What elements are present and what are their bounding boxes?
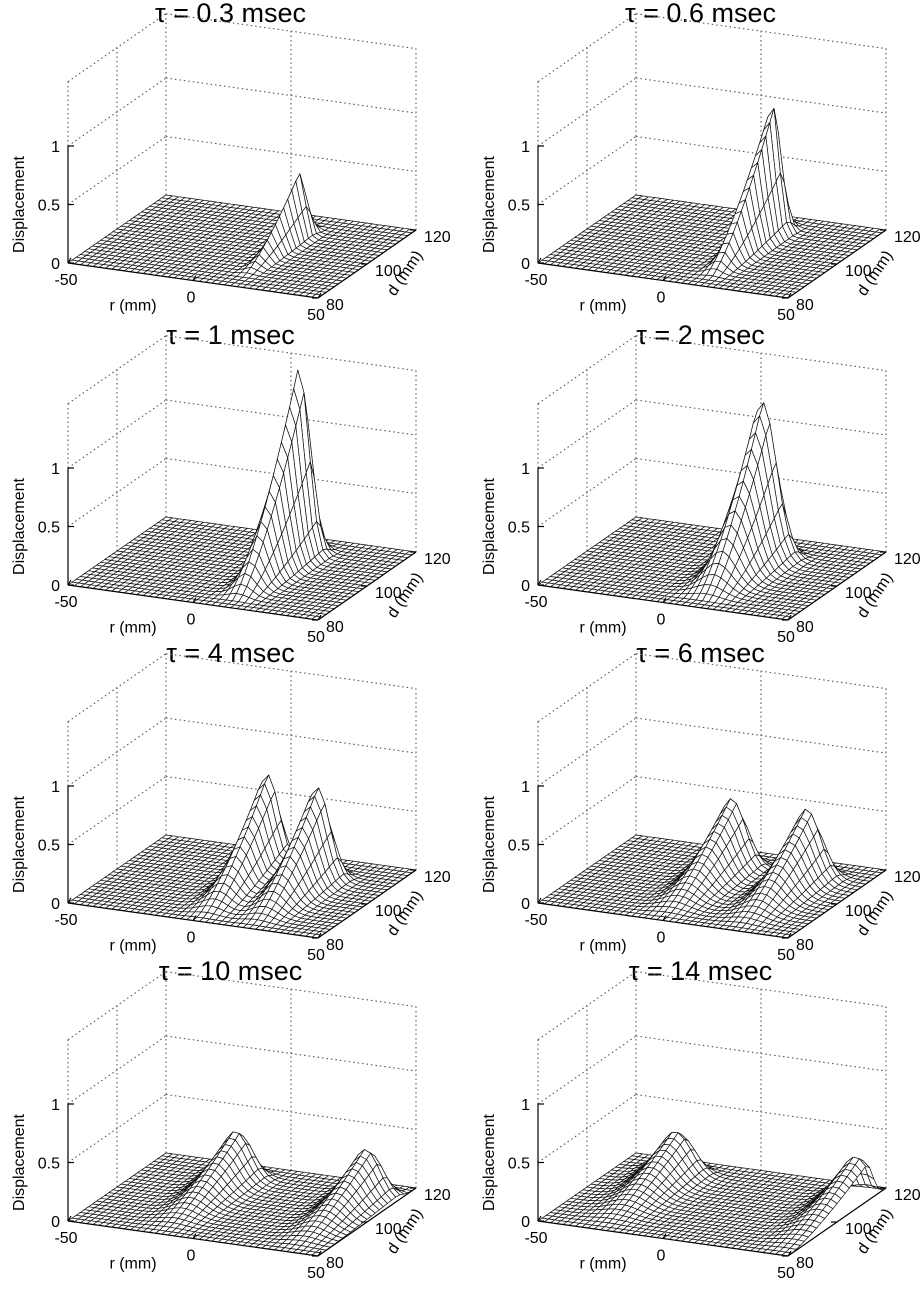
r-tick-label: -50 [524,594,547,611]
d-tick-label: 80 [326,619,344,636]
surface-mesh [537,108,887,299]
surface-panel: τ = 4 msec 0 0.5 1 -50 0 50 80 100 120 Displacemen… [0,638,461,964]
z-tick-label: 0 [51,256,60,273]
r-tick [787,614,792,621]
r-axis-label: r (mm) [579,298,626,315]
d-tick-label: 100 [845,585,872,602]
z-tick-label: 1 [51,139,60,156]
d-tick-label: 100 [375,263,402,280]
surface-mesh [67,774,417,939]
r-tick [787,292,792,299]
z-axis-label: Displacement [11,155,28,252]
r-tick [317,292,322,299]
z-tick-label: 0 [521,578,530,595]
r-tick [537,257,542,264]
d-tick-label: 120 [424,229,451,246]
z-tick-label: 0.5 [508,520,530,537]
panel-title: τ = 0.6 msec [625,0,776,28]
d-tick-label: 120 [894,551,921,568]
r-tick [537,579,542,586]
d-tick-label: 100 [375,585,402,602]
axes [537,467,887,621]
panel-title: τ = 0.3 msec [155,0,306,28]
surface-panel: τ = 1 msec 0 0.5 1 -50 0 50 80 100 120 Displacemen… [0,320,461,646]
surface-panel: τ = 0.6 msec 0 0.5 1 -50 0 50 80 100 120 Displacem… [470,0,922,324]
z-tick-label: 1 [521,461,530,478]
d-tick-label: 120 [894,229,921,246]
z-tick-label: 1 [51,461,60,478]
z-tick-label: 0.5 [38,198,60,215]
r-tick [192,597,197,603]
surface-panel: τ = 0.3 msec 0 0.5 1 -50 0 50 80 100 120 Displacem… [0,0,461,324]
surface-mesh [67,173,417,299]
d-tick-label: 100 [845,263,872,280]
z-tick-label: 0 [521,256,530,273]
r-tick-label: 50 [307,307,325,324]
r-tick-label: 0 [187,612,196,629]
r-tick-label: 0 [657,290,666,307]
r-tick [67,257,72,264]
r-tick [662,597,667,603]
r-axis-label: r (mm) [109,620,156,637]
r-tick-label: -50 [54,594,77,611]
d-tick-label: 80 [796,619,814,636]
r-tick-label: 50 [307,629,325,646]
r-tick-label: -50 [54,272,77,289]
z-tick-label: 1 [521,139,530,156]
r-tick [67,579,72,586]
r-tick-label: 50 [777,629,795,646]
r-tick-label: -50 [524,272,547,289]
surface-mesh [67,369,417,621]
r-tick [317,614,322,621]
z-tick-label: 0.5 [508,198,530,215]
r-tick [192,275,197,281]
z-axis-label: Displacement [481,155,498,252]
r-axis-label: r (mm) [109,298,156,315]
surface-panel: τ = 2 msec 0 0.5 1 -50 0 50 80 100 120 Displacemen… [470,320,922,646]
d-tick-label: 80 [326,297,344,314]
panel-title: τ = 2 msec [636,320,765,350]
z-axis-label: Displacement [11,477,28,574]
axes [537,145,887,299]
r-tick [67,897,72,904]
panel-title: τ = 1 msec [166,320,295,350]
z-tick-label: 0 [51,578,60,595]
panel-title: τ = 4 msec [166,638,295,668]
z-axis-label: Displacement [481,477,498,574]
r-tick-label: 0 [187,290,196,307]
r-tick [192,915,197,921]
axes [67,145,417,299]
surface-mesh [537,402,887,621]
d-tick-label: 120 [424,551,451,568]
axes [67,785,417,939]
r-axis-label: r (mm) [579,620,626,637]
z-tick-label: 0.5 [38,520,60,537]
axes [67,467,417,621]
r-tick-label: 0 [657,612,666,629]
r-tick-label: 50 [777,307,795,324]
d-tick-label: 80 [796,297,814,314]
r-tick [662,275,667,281]
